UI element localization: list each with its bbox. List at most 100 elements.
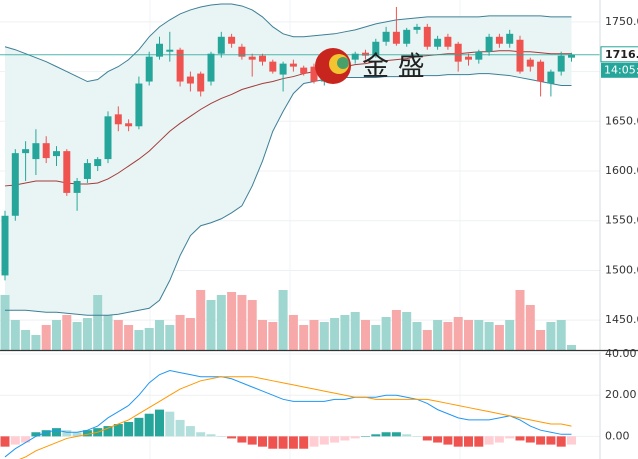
histogram-bar — [31, 432, 41, 437]
volume-bar — [381, 317, 391, 350]
volume-bar — [309, 320, 319, 350]
candle-body — [156, 43, 163, 57]
histogram-bar — [52, 428, 61, 437]
volume-bar — [350, 312, 360, 350]
y-tick-label: 1600.00 — [605, 164, 638, 177]
volume-bar — [144, 328, 154, 350]
price-label: 1716.9 — [605, 48, 638, 61]
watermark: 金 盛 — [315, 48, 425, 84]
histogram-bar — [515, 436, 525, 441]
volume-bar — [0, 295, 10, 350]
y-tick-label: 1450.00 — [605, 313, 638, 326]
volume-bar — [556, 320, 566, 350]
volume-bar — [206, 300, 216, 350]
volume-bar — [484, 322, 494, 350]
histogram-bar — [288, 436, 298, 449]
price-label-box — [600, 46, 638, 63]
time-label: 14:05:2 — [604, 63, 638, 76]
candle-body — [403, 29, 411, 44]
histogram-bar — [412, 436, 422, 437]
volume-bar — [93, 295, 103, 350]
histogram-bar — [175, 419, 185, 437]
watermark-text: 金 盛 — [362, 52, 425, 83]
candle-body — [454, 43, 462, 62]
candle-body — [351, 53, 359, 60]
volume-bar — [340, 315, 350, 350]
volume-bar — [52, 320, 61, 350]
histogram-bar — [155, 409, 164, 437]
histogram-bar — [371, 434, 381, 437]
y-tick-label: 40.00 — [605, 347, 637, 360]
histogram-bar — [525, 436, 535, 443]
volume-bar — [278, 290, 288, 350]
volume-bar — [319, 322, 329, 350]
volume-bar — [216, 295, 226, 350]
candle-body — [217, 36, 225, 54]
volume-bar — [536, 330, 546, 350]
candle-body — [53, 151, 60, 157]
candle-body — [568, 54, 575, 58]
candle-body — [73, 180, 81, 193]
candle-body — [145, 56, 153, 82]
volume-bar — [361, 320, 370, 350]
histogram-bar — [299, 436, 309, 449]
macd-line — [19, 376, 572, 459]
candle-body — [382, 31, 390, 42]
histogram-bar — [330, 436, 340, 443]
histogram-bar — [391, 432, 401, 437]
volume-bar — [72, 322, 82, 350]
volume-bar — [402, 312, 412, 350]
histogram-bar — [443, 436, 453, 445]
histogram-bar — [309, 436, 319, 447]
y-tick-label: 1650.00 — [605, 114, 638, 127]
volume-bar — [371, 325, 381, 350]
histogram-bar — [21, 436, 31, 443]
histogram-bar — [453, 436, 463, 447]
candle-body — [32, 143, 40, 160]
candle-body — [506, 33, 514, 44]
macd-line — [4, 369, 572, 458]
y-tick-label: 1750.00 — [605, 15, 638, 28]
candle-body — [485, 36, 493, 52]
y-axis-bg — [600, 352, 638, 459]
candle-body — [63, 151, 71, 193]
candle-body — [269, 61, 277, 72]
candle-body — [83, 163, 91, 179]
candle-body — [135, 83, 143, 127]
candle-body — [362, 52, 369, 56]
volume-bar — [21, 330, 31, 350]
volume-bar — [515, 290, 525, 350]
volume-bar — [41, 325, 51, 350]
candle-body — [547, 71, 555, 84]
candle-body — [557, 55, 565, 72]
volume-bar — [288, 315, 298, 350]
histogram-bar — [350, 436, 360, 439]
candle-body — [279, 63, 287, 75]
volume-bar — [546, 322, 556, 350]
histogram-bar — [62, 430, 72, 437]
candle-body — [423, 26, 431, 47]
band-upper — [4, 3, 572, 83]
histogram-bar — [505, 436, 515, 439]
candle-body — [413, 26, 421, 30]
volume-bar — [391, 310, 401, 350]
volume-bar — [113, 320, 123, 350]
histogram-bar — [206, 434, 216, 437]
volume-bar — [10, 320, 20, 350]
candle-body — [372, 41, 380, 56]
y-tick-label: 0.00 — [605, 429, 630, 442]
volume-bar — [227, 292, 237, 350]
candle-body — [444, 36, 452, 47]
histogram-bar — [433, 436, 443, 443]
candle-body — [238, 46, 246, 57]
histogram-bar — [567, 436, 576, 445]
volume-bar — [82, 318, 92, 350]
histogram-bar — [381, 432, 391, 437]
candle-body — [392, 31, 400, 44]
volume-bar — [330, 318, 340, 350]
histogram-bar — [165, 411, 175, 437]
candle-body — [42, 143, 50, 159]
candle-body — [166, 49, 174, 52]
candle-body — [186, 76, 194, 84]
candle-body — [537, 61, 545, 82]
